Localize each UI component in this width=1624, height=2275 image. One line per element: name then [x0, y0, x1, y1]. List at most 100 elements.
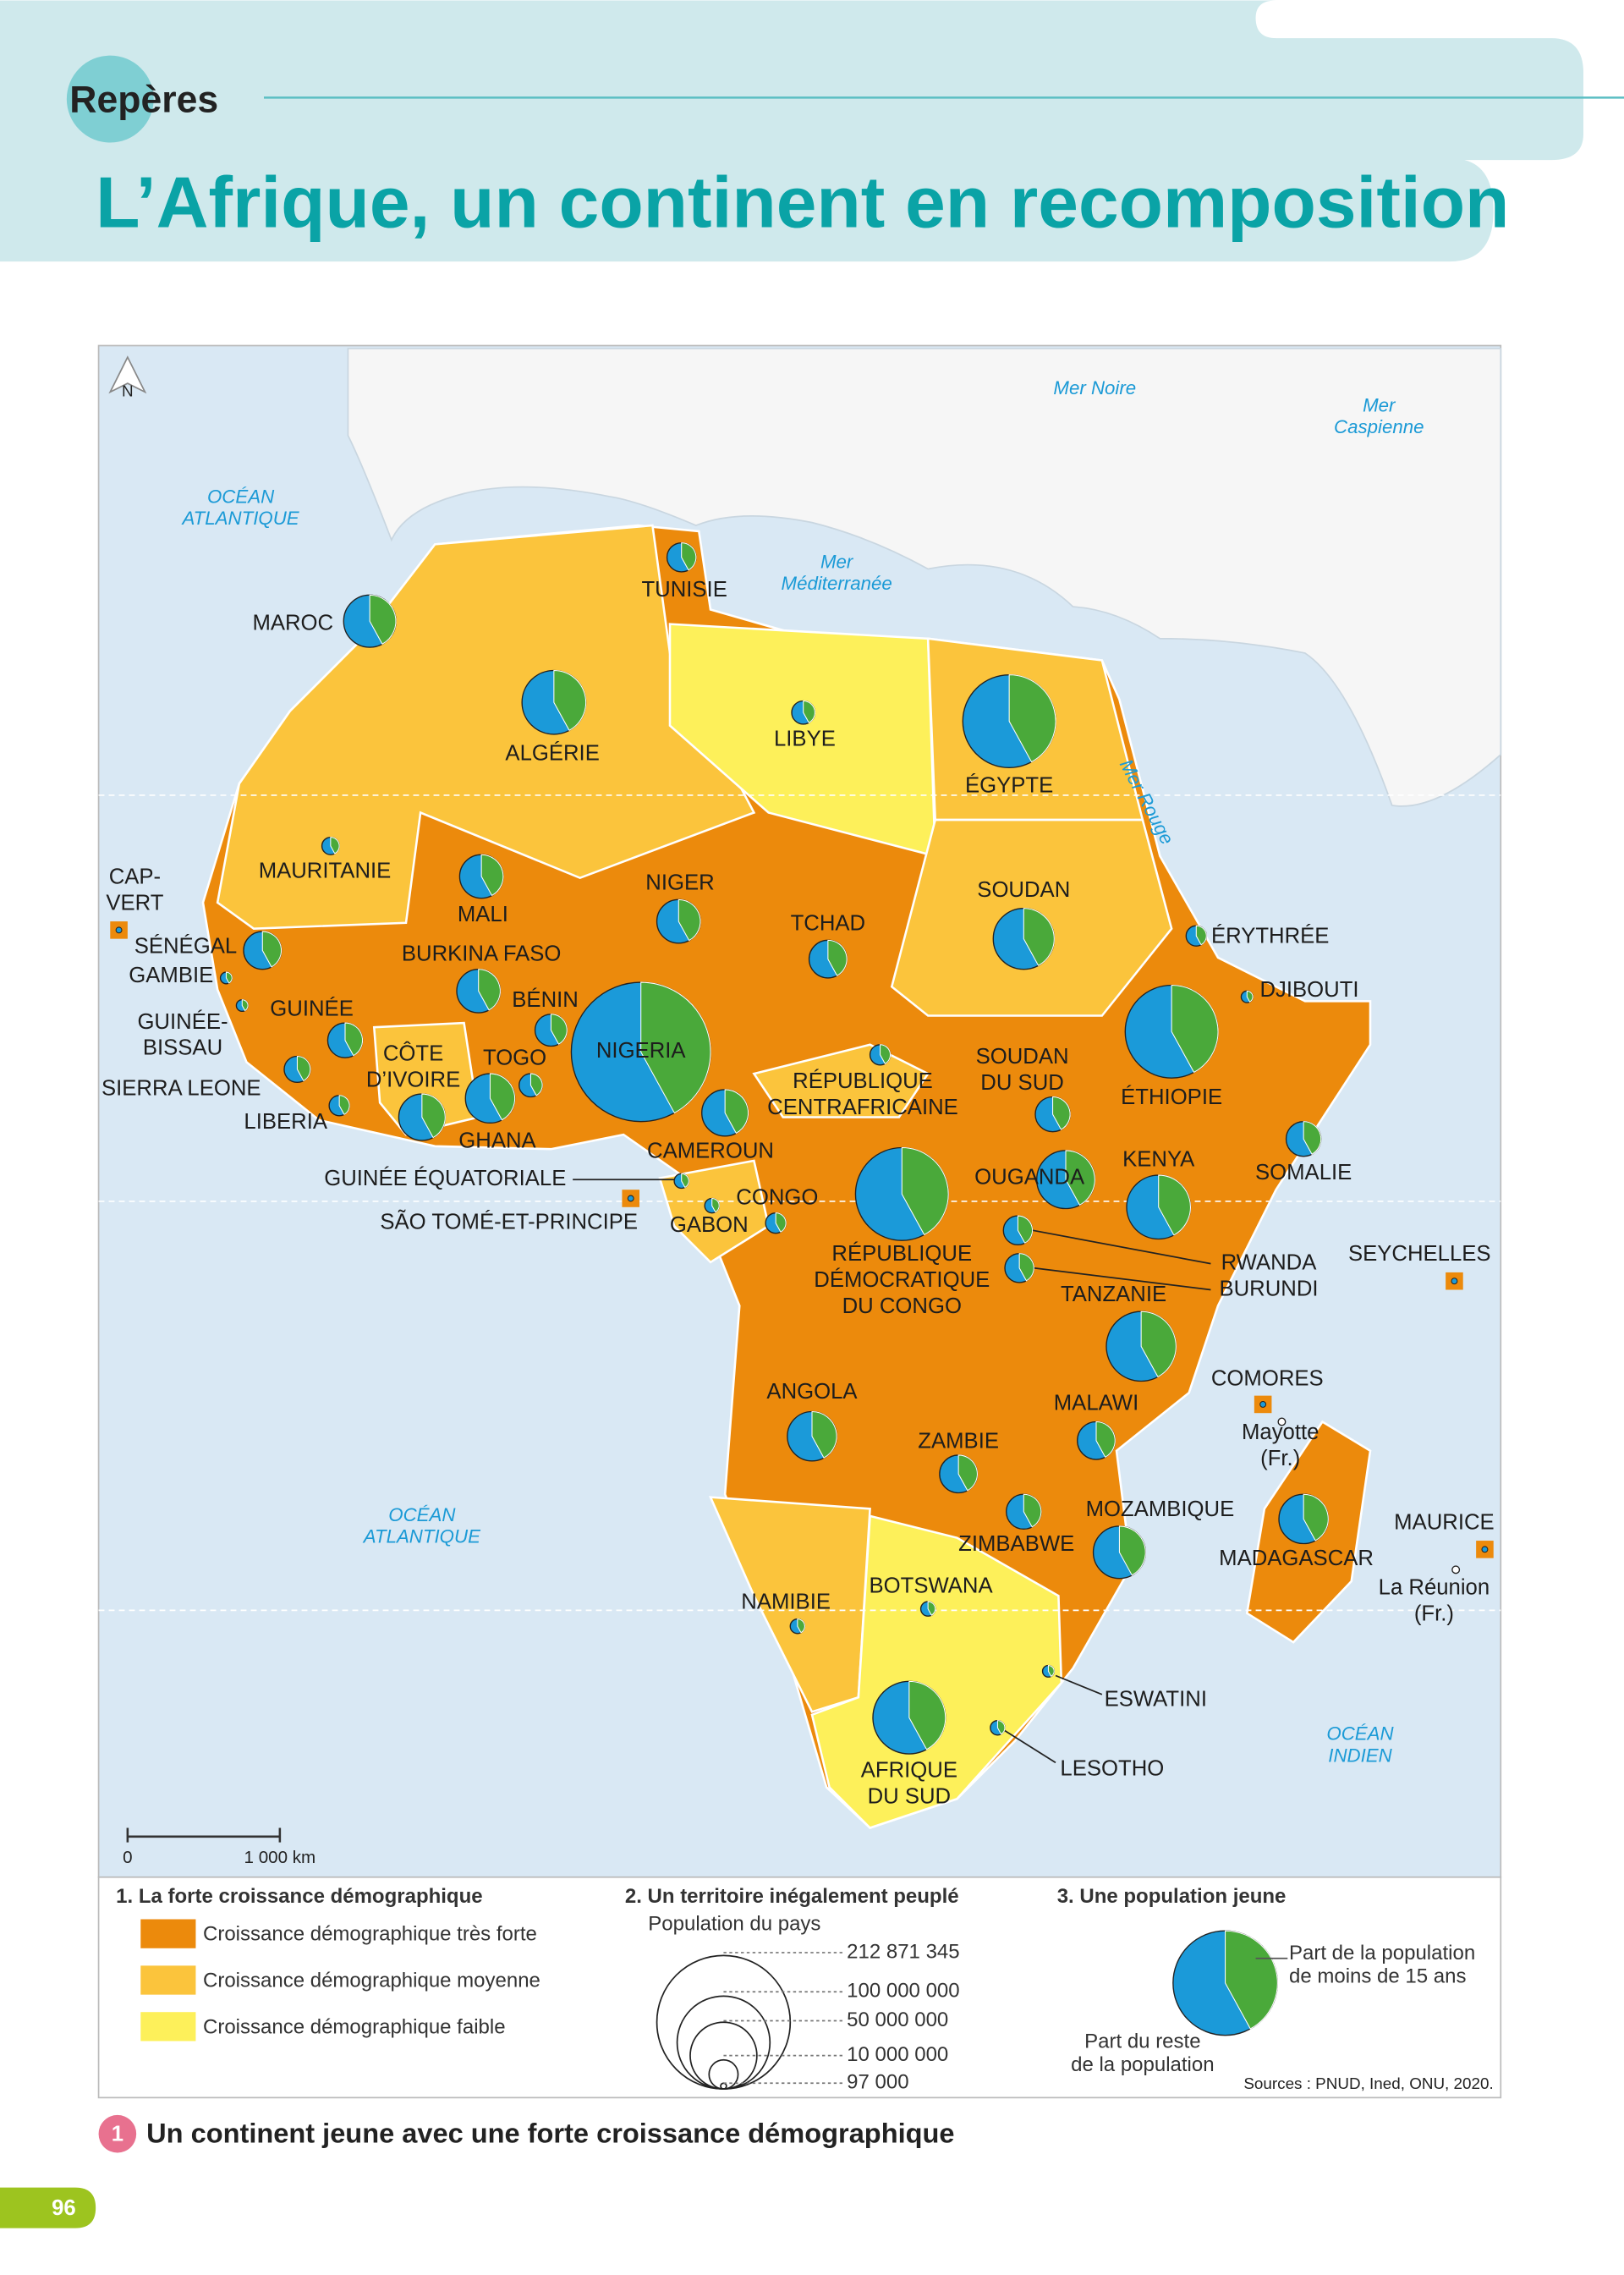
country-label: TCHAD: [791, 911, 866, 935]
country-label: DU SUD: [868, 1784, 952, 1808]
scale-length: 1 000 km: [244, 1848, 316, 1867]
country: ESWATINI: [1041, 1664, 1207, 1711]
leader-line: [1034, 1267, 1211, 1291]
pie-young: [296, 1055, 311, 1082]
country-label: SIERRA LEONE: [102, 1077, 261, 1101]
pie-young: [369, 594, 397, 645]
country-label: DJIBOUTI: [1259, 978, 1358, 1002]
south-low: [810, 1514, 1063, 1829]
country-label: ÉRYTHRÉE: [1211, 924, 1330, 948]
pie-young: [550, 1014, 568, 1045]
country: ÉTHIOPIE: [1121, 984, 1222, 1109]
country: TCHAD: [791, 911, 866, 979]
country-label: NIGER: [645, 871, 714, 894]
country: TOGO: [483, 1047, 546, 1098]
europe-asia-land: [347, 348, 1502, 807]
country: GHANA: [458, 1073, 537, 1152]
size-value: 10 000 000: [847, 2043, 948, 2066]
country-label: (Fr.): [1414, 1602, 1454, 1625]
pie-young: [827, 939, 848, 976]
pie-young: [957, 1454, 978, 1492]
country-label: DU CONGO: [842, 1294, 962, 1318]
country: RÉPUBLIQUE CENTRAFRICAINE: [767, 1044, 958, 1119]
pie-young: [711, 1197, 720, 1213]
country-label: LESOTHO: [1060, 1757, 1164, 1781]
pie-young: [775, 1212, 787, 1233]
legend-item: Croissance démographique faible: [203, 2015, 506, 2038]
pie-young: [681, 542, 697, 571]
page-number: 96: [52, 2196, 76, 2220]
pie-young: [225, 971, 233, 984]
country-label: MALI: [458, 903, 508, 926]
legend-swatch: [140, 1965, 196, 1995]
pie-young: [880, 1044, 892, 1065]
country: TANZANIE: [1061, 1283, 1177, 1382]
pie-young: [797, 1618, 805, 1634]
sea-label: Mer: [1363, 394, 1396, 415]
sea-label: INDIEN: [1328, 1745, 1392, 1766]
country: BURUNDI: [1004, 1252, 1319, 1300]
sea-label: OCÉAN: [1326, 1723, 1394, 1745]
pie-young: [1008, 674, 1056, 763]
country-label: GAMBIE: [129, 964, 213, 987]
country-label: MAURICE: [1394, 1510, 1495, 1534]
country: ALGÉRIE: [505, 669, 600, 766]
island-dot: [1451, 1278, 1458, 1285]
country-label: RÉPUBLIQUE: [831, 1241, 972, 1266]
country-label: LIBERIA: [244, 1110, 327, 1134]
youth-label: Part de la population: [1289, 1942, 1475, 1965]
country-label: AFRIQUE: [861, 1758, 957, 1782]
country: ZIMBABWE: [958, 1493, 1074, 1556]
country-label: OUGANDA: [974, 1165, 1085, 1189]
size-value: 212 871 345: [847, 1940, 959, 1963]
country-label: (Fr.): [1260, 1447, 1300, 1470]
country: Mayotte (Fr.): [1242, 1417, 1319, 1470]
pie-young: [681, 1173, 689, 1189]
country: ÉGYPTE: [962, 673, 1056, 797]
country: MALAWI: [1054, 1392, 1138, 1460]
country: GUINÉE: [270, 996, 364, 1058]
country-label: CÔTE: [383, 1041, 443, 1066]
country: MAURITANIE: [259, 836, 391, 883]
island-dot: [1451, 1565, 1461, 1574]
island-dot: [1481, 1546, 1489, 1553]
north-arrow: [108, 355, 147, 394]
size-value: 50 000 000: [847, 2008, 948, 2031]
country-label: BISSAU: [143, 1036, 222, 1060]
sea-label: ATLANTIQUE: [180, 508, 299, 529]
pie-young: [811, 1410, 837, 1459]
country-label: SOUDAN: [976, 1045, 1069, 1069]
country-label: SOMALIE: [1255, 1161, 1352, 1184]
sea-label: ATLANTIQUE: [362, 1526, 481, 1547]
youth-label: de moins de 15 ans: [1289, 1965, 1466, 1987]
pie-young: [996, 1720, 1006, 1735]
land: [201, 348, 1502, 1829]
country: MAROC: [252, 594, 397, 648]
legend-title: 2. Un territoire inégalement peuplé: [625, 1885, 959, 1908]
country: DJIBOUTI: [1240, 978, 1359, 1003]
country-label: BURKINA FASO: [402, 942, 562, 965]
country: ANGOLA: [766, 1380, 858, 1462]
pie-young: [901, 1146, 949, 1236]
pie-young: [1225, 1930, 1278, 2030]
pie-young: [1065, 1150, 1095, 1206]
country: MOZAMBIQUE: [1086, 1497, 1234, 1580]
country: La Réunion (Fr.): [1379, 1565, 1490, 1625]
north-label: N: [122, 382, 134, 399]
population-legend: 212 871 345 100 000 000 50 000 000 10 000 0…: [656, 1940, 960, 2094]
country: RWANDA: [1002, 1215, 1317, 1274]
country-label: VERT: [106, 891, 163, 915]
country-label: ZAMBIE: [918, 1429, 999, 1453]
legend-item: Croissance démographique très forte: [203, 1923, 537, 1946]
country: BURKINA FASO: [402, 942, 562, 1014]
pie-young: [1023, 908, 1055, 966]
country: SÉNÉGAL: [134, 931, 283, 970]
country-label: NAMIBIE: [741, 1591, 831, 1614]
country-label: TUNISIE: [641, 578, 727, 602]
country: ZAMBIE: [918, 1429, 999, 1494]
pie-young: [1171, 984, 1219, 1074]
